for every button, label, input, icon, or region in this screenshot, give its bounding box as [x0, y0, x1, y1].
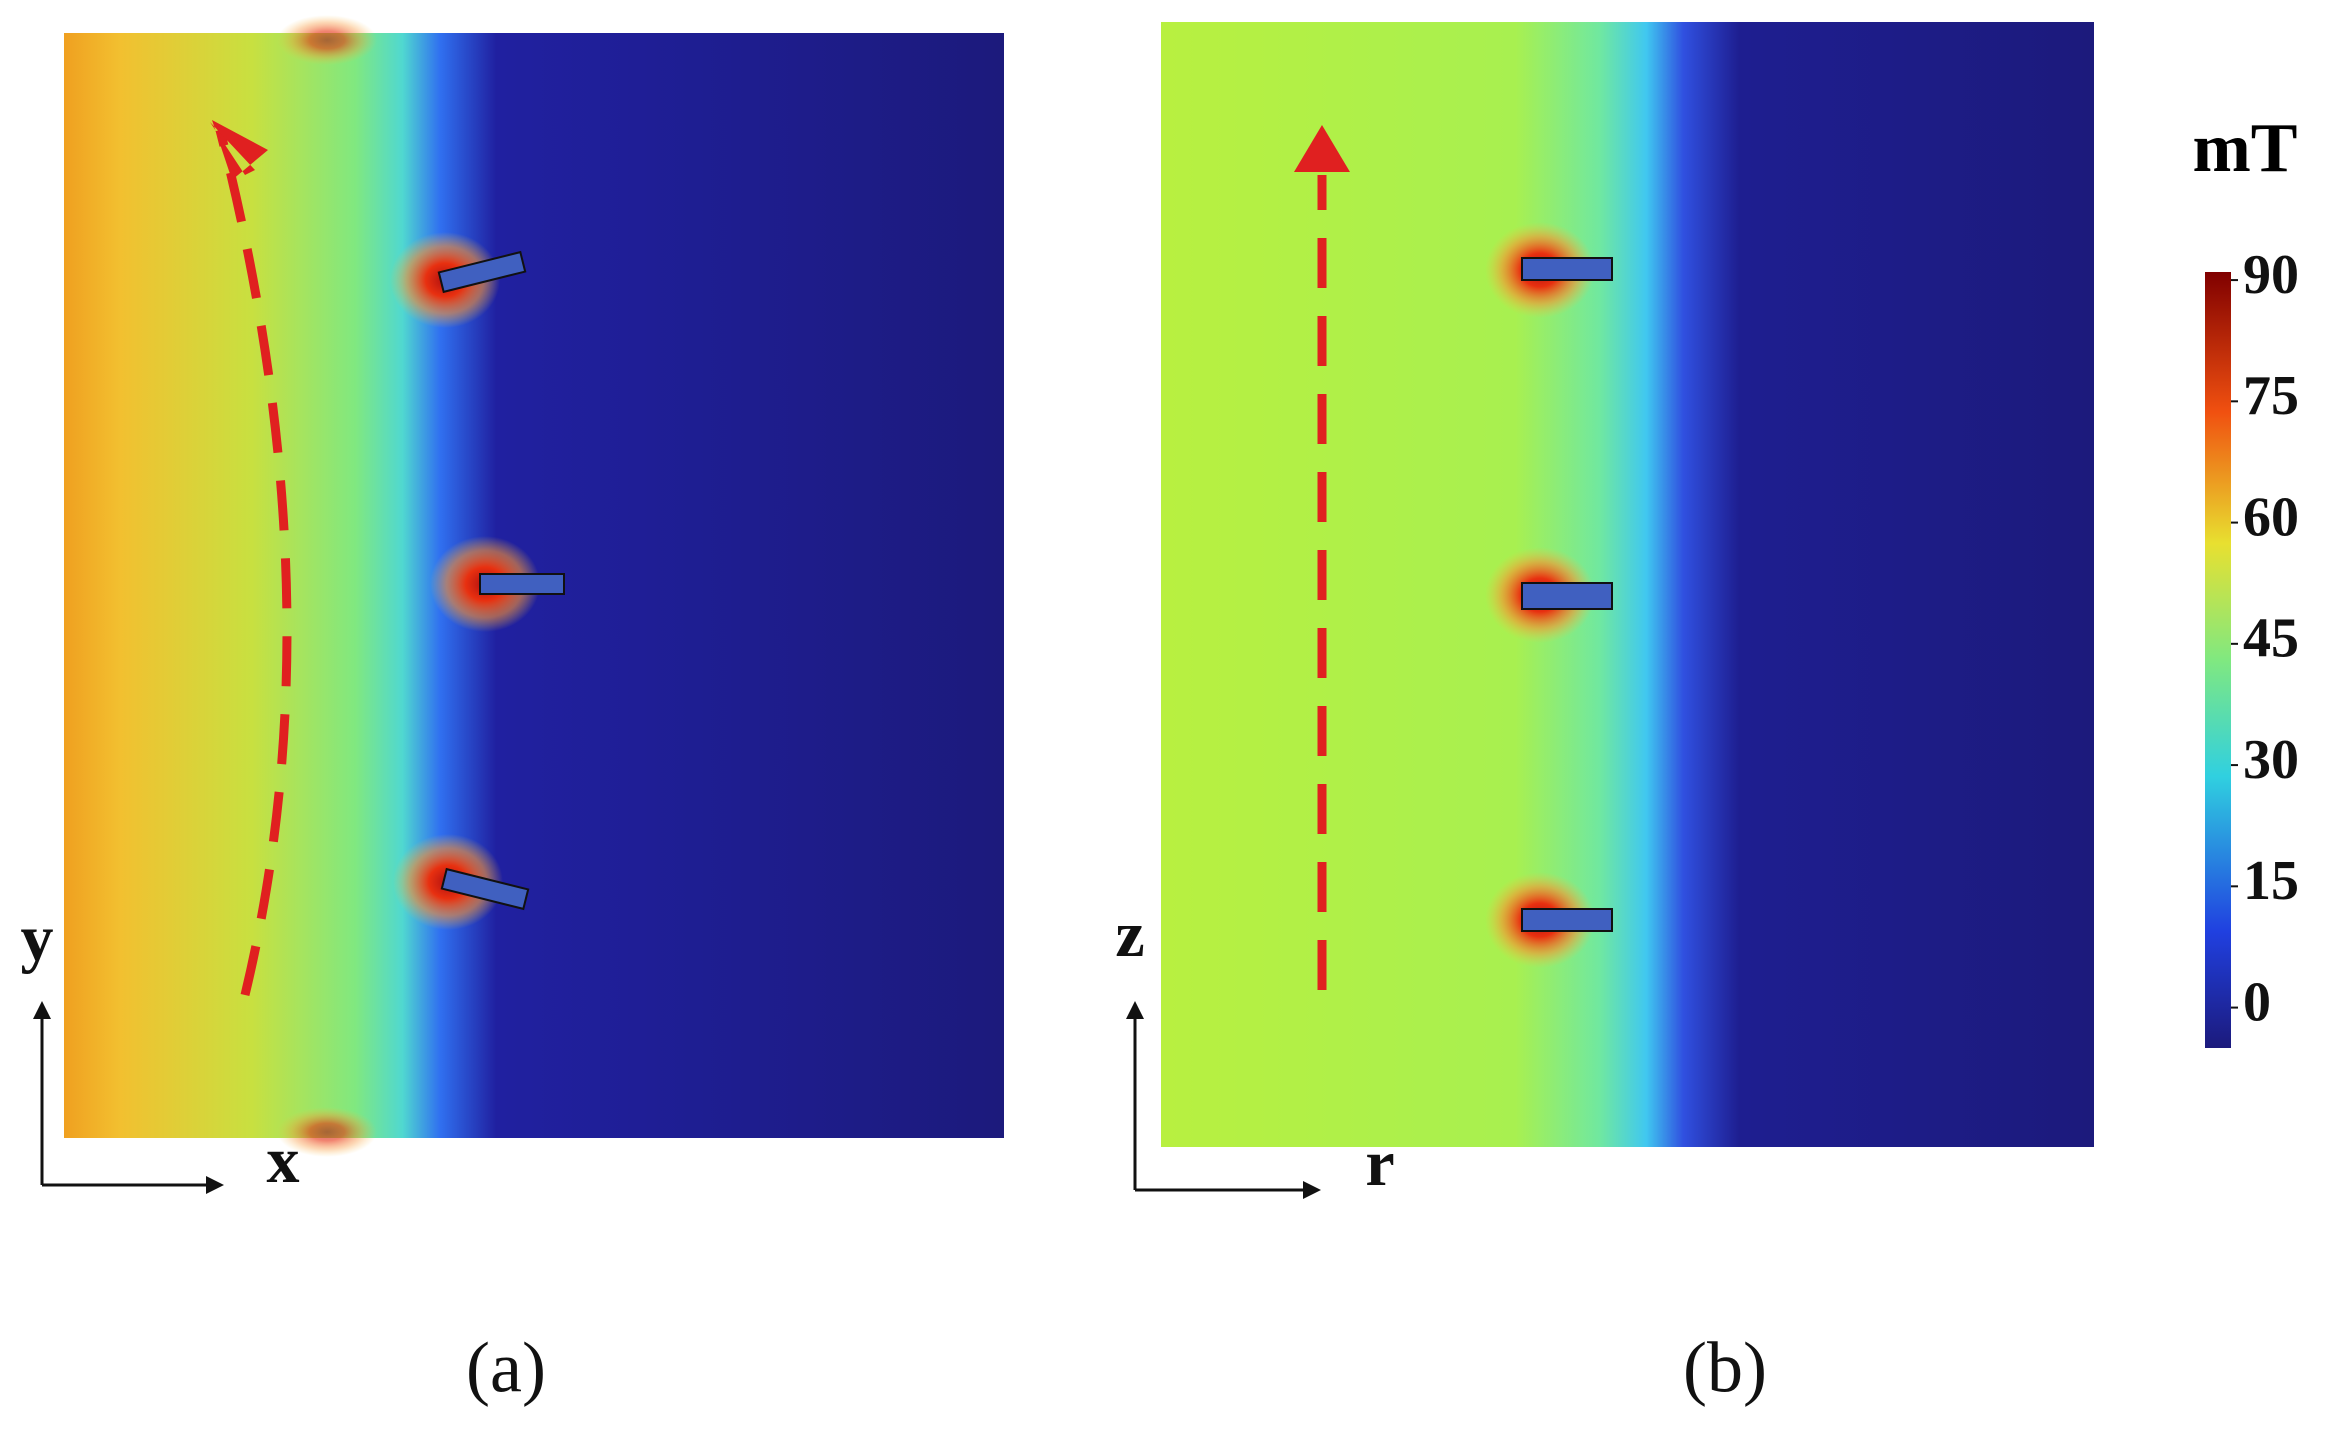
panel-label: (b) — [1683, 1328, 1767, 1408]
colorbar — [2205, 272, 2231, 1048]
colorbar-tick-label: 0 — [2243, 971, 2271, 1033]
colorbar-tick-label: 90 — [2243, 244, 2299, 306]
axis-arrows — [33, 1001, 1321, 1199]
colorbar-tick-label: 45 — [2243, 608, 2299, 670]
colorbar-tick-label: 30 — [2243, 729, 2299, 791]
y-axis-label: y — [21, 902, 54, 975]
panel-label: (a) — [466, 1328, 546, 1408]
field-plot-a — [64, 15, 1004, 1157]
colorbar-tick-label: 60 — [2243, 486, 2299, 548]
colorbar-tick-label: 15 — [2243, 850, 2299, 912]
colorbar-tick-label: 75 — [2243, 365, 2299, 427]
x-axis-label: x — [267, 1124, 300, 1197]
colorbar-unit: mT — [2193, 110, 2298, 187]
x-axis-label: r — [1365, 1127, 1394, 1200]
field-plot-b — [1161, 22, 2094, 1147]
y-axis-label: z — [1115, 898, 1144, 971]
